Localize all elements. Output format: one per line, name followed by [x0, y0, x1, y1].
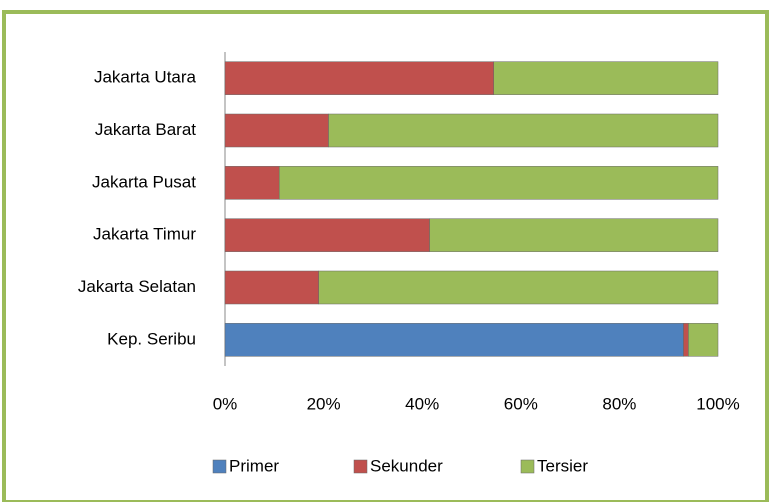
x-tick-label: 80% — [602, 394, 636, 413]
x-tick-label: 100% — [696, 394, 739, 413]
bar-segment — [683, 323, 689, 357]
bar-segment — [224, 270, 319, 305]
legend-swatch — [353, 459, 368, 474]
legend-swatch — [520, 459, 535, 474]
bar-segment — [328, 113, 719, 148]
y-tick-label: Jakarta Selatan — [78, 277, 196, 296]
legend-swatch — [212, 459, 227, 474]
y-tick-label: Jakarta Barat — [95, 120, 196, 139]
bar-segment — [429, 218, 719, 252]
legend-label: Primer — [229, 456, 279, 475]
bar-segment — [278, 166, 719, 200]
y-tick-label: Jakarta Timur — [93, 225, 196, 244]
legend-label: Sekunder — [370, 456, 443, 475]
x-tick-label: 20% — [307, 394, 341, 413]
legend-label: Tersier — [537, 456, 588, 475]
x-tick-label: 0% — [213, 394, 238, 413]
bar-segment — [688, 323, 719, 357]
x-tick-label: 60% — [504, 394, 538, 413]
bar-segment — [224, 218, 430, 252]
y-tick-label: Jakarta Utara — [94, 68, 197, 87]
bar-segment — [224, 61, 494, 95]
bar-segment — [318, 270, 719, 305]
x-tick-label: 40% — [405, 394, 439, 413]
bar-segment — [224, 166, 280, 200]
y-tick-label: Jakarta Pusat — [92, 172, 196, 191]
bar-segment — [224, 113, 329, 148]
bar-segment — [493, 61, 719, 95]
bar-segment — [224, 323, 684, 357]
y-tick-label: Kep. Seribu — [107, 329, 196, 348]
